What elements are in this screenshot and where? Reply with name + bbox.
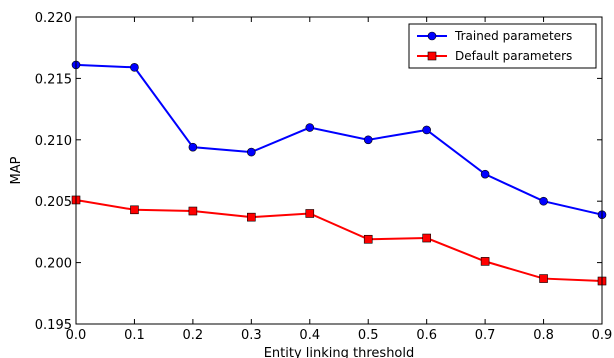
legend-marker: [427, 51, 437, 61]
x-tick-label: 0.2: [183, 328, 204, 343]
legend-box: [408, 23, 597, 69]
x-tick-label: 0.3: [241, 328, 262, 343]
x-tick-label: 0.6: [416, 328, 437, 343]
x-tick-label: 0.0: [66, 328, 87, 343]
x-tick-label: 0.4: [299, 328, 320, 343]
series-line: [75, 63, 603, 216]
data-point: [539, 196, 548, 206]
legend: Trained parameters Default parameters: [408, 23, 597, 69]
y-tick-label: 0.205: [35, 195, 72, 210]
x-tick-label: 0.9: [592, 328, 613, 343]
data-point: [247, 147, 256, 157]
y-axis-label: MAP: [9, 156, 24, 184]
x-tick-label: 0.1: [124, 328, 145, 343]
data-point: [480, 257, 490, 266]
series-1: [71, 60, 607, 220]
data-point: [130, 63, 139, 72]
y-tick-label: 0.210: [35, 134, 72, 149]
data-point: [480, 169, 490, 179]
data-point: [422, 233, 431, 243]
legend-label: Default parameters: [455, 49, 572, 63]
data-point: [130, 205, 139, 215]
data-point: [305, 209, 315, 218]
x-axis-label: Entity linking threshold: [264, 346, 415, 358]
data-point: [363, 234, 373, 244]
series-line: [75, 198, 603, 283]
data-point: [539, 274, 548, 283]
legend-marker: [427, 31, 437, 41]
data-point: [422, 125, 431, 135]
data-point: [305, 123, 315, 132]
x-tick-label: 0.8: [533, 328, 554, 343]
x-tick-label: 0.7: [475, 328, 496, 343]
y-tick-label: 0.220: [35, 11, 72, 26]
x-tick-label: 0.5: [358, 328, 379, 343]
y-axis-ticks: 0.195 0.200 0.205 0.210 0.215 0.220: [35, 11, 602, 333]
legend-label: Trained parameters: [454, 29, 572, 43]
data-point: [247, 212, 256, 222]
data-point: [363, 135, 373, 145]
y-tick-label: 0.195: [35, 318, 72, 333]
series-2: [71, 195, 607, 286]
plot-frame: [75, 16, 603, 325]
data-point: [188, 142, 198, 152]
y-tick-label: 0.200: [35, 257, 72, 272]
series-group: [71, 60, 607, 286]
y-tick-label: 0.215: [35, 72, 72, 87]
data-point: [188, 206, 198, 216]
